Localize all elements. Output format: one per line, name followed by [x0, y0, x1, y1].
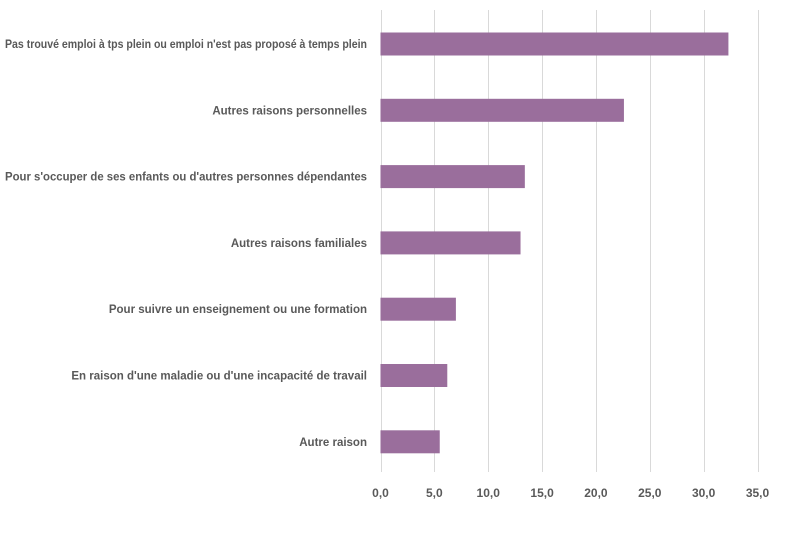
x-tick-label: 0,0 — [372, 486, 389, 500]
bar — [380, 231, 521, 255]
bar — [380, 32, 729, 56]
category-label: Autre raison — [299, 437, 367, 449]
x-tick-label: 15,0 — [530, 486, 554, 500]
bar — [380, 430, 440, 454]
x-tick-label: 20,0 — [584, 486, 608, 500]
category-label: Autres raisons familiales — [231, 238, 367, 250]
x-tick-label: 35,0 — [746, 486, 770, 500]
x-tick-label: 10,0 — [477, 486, 501, 500]
bar — [380, 98, 624, 122]
x-tick-label: 30,0 — [692, 486, 716, 500]
bar — [380, 364, 448, 387]
x-tick-labels: 0,0 5,0 10,0 15,0 20,0 25,0 30,0 35,0 — [372, 486, 769, 500]
category-label: Pour s'occuper de ses enfants ou d'autre… — [5, 172, 367, 184]
x-tick-label: 5,0 — [426, 486, 443, 500]
category-label: En raison d'une maladie ou d'une incapac… — [71, 371, 367, 383]
category-label: Pas trouvé emploi à tps plein ou emploi … — [5, 39, 367, 51]
x-tick-label: 25,0 — [638, 486, 662, 500]
bars — [380, 32, 729, 454]
bar — [380, 165, 525, 189]
category-label: Autres raisons personnelles — [212, 105, 367, 117]
category-labels: Pas trouvé emploi à tps plein ou emploi … — [5, 39, 367, 449]
bar — [380, 297, 456, 321]
category-label: Pour suivre un enseignement ou une forma… — [109, 304, 367, 316]
